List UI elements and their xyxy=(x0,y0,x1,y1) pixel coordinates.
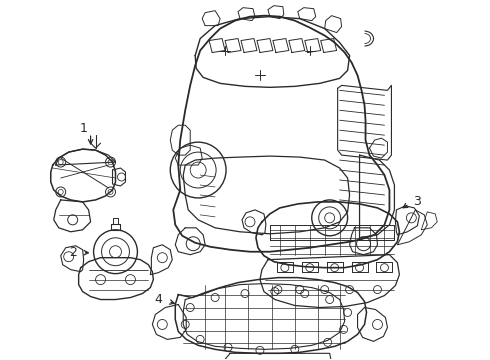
Text: 4: 4 xyxy=(154,293,162,306)
Text: 2: 2 xyxy=(69,246,76,259)
Text: 1: 1 xyxy=(80,122,88,135)
Text: 3: 3 xyxy=(414,195,421,208)
